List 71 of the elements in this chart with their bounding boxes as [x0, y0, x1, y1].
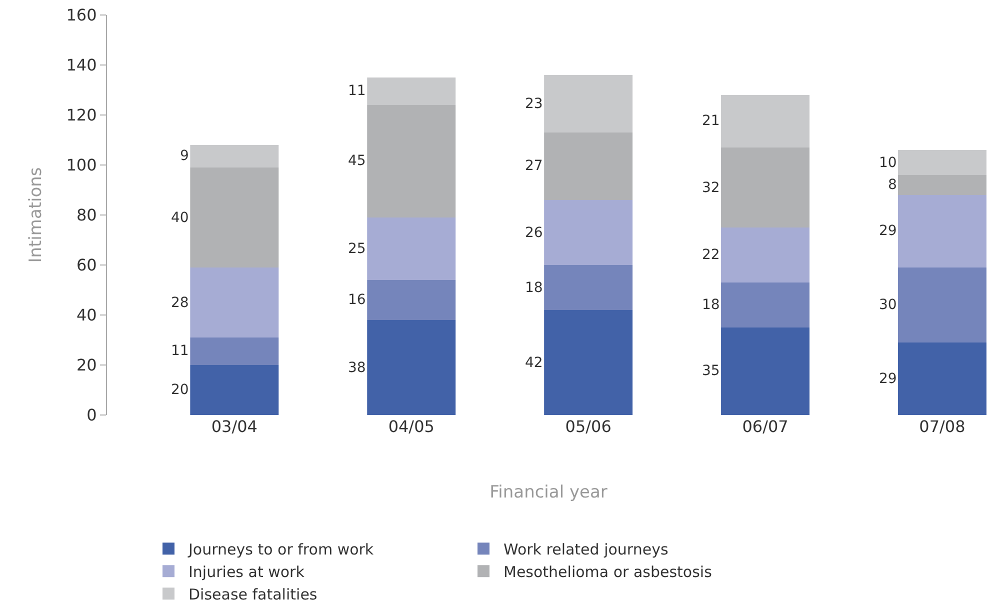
data-label: 29 — [879, 223, 897, 239]
bar — [367, 320, 456, 415]
data-label: 35 — [702, 363, 720, 379]
data-label: 22 — [702, 247, 720, 263]
bar — [190, 168, 279, 268]
x-tick-label: 03/04 — [211, 417, 258, 436]
y-tick-label: 0 — [86, 406, 97, 425]
bar — [721, 95, 810, 148]
data-label: 28 — [171, 295, 189, 311]
data-label: 32 — [702, 180, 720, 196]
bar — [190, 268, 279, 338]
data-label: 20 — [171, 382, 189, 398]
bar — [367, 280, 456, 320]
legend-label: Mesothelioma or asbestosis — [504, 563, 712, 581]
data-label: 16 — [348, 292, 366, 308]
x-tick-label: 04/05 — [388, 417, 434, 436]
data-label: 9 — [180, 148, 189, 164]
bar — [544, 132, 633, 200]
data-label: 26 — [525, 225, 543, 241]
bar — [544, 200, 633, 265]
bar — [544, 75, 633, 132]
x-tick-label: 05/06 — [565, 417, 612, 436]
y-tick-label: 80 — [76, 206, 97, 225]
bar — [721, 328, 810, 415]
bar — [721, 148, 810, 228]
data-label: 29 — [879, 371, 897, 387]
y-tick-label: 60 — [76, 256, 97, 275]
data-label: 18 — [702, 297, 720, 313]
y-tick-label: 40 — [76, 306, 97, 325]
bar — [721, 228, 810, 282]
data-label: 45 — [348, 153, 366, 169]
data-label: 8 — [888, 177, 897, 193]
data-label: 23 — [525, 96, 543, 112]
bar — [190, 145, 279, 168]
y-axis-title: Intimations — [26, 167, 46, 263]
y-tick-label: 140 — [66, 56, 97, 75]
data-label: 40 — [171, 210, 189, 226]
bar — [898, 175, 986, 195]
legend-label: Injuries at work — [188, 563, 305, 581]
bar — [367, 105, 456, 218]
bar — [367, 218, 456, 280]
legend-label: Work related journeys — [504, 540, 668, 558]
y-tick-label: 160 — [66, 6, 97, 25]
data-label: 25 — [348, 241, 366, 257]
data-label: 38 — [348, 360, 366, 376]
legend-label: Disease fatalities — [188, 586, 318, 604]
bar — [190, 338, 279, 365]
bar — [544, 265, 633, 310]
bar — [367, 78, 456, 105]
bar — [190, 365, 279, 415]
data-label: 18 — [525, 280, 543, 296]
data-label: 30 — [879, 297, 897, 313]
data-label: 42 — [525, 355, 543, 371]
x-tick-label: 06/07 — [742, 417, 788, 436]
bar — [898, 195, 986, 268]
bar — [898, 342, 986, 415]
x-axis-title: Financial year — [490, 482, 608, 502]
bar — [721, 282, 810, 328]
data-label: 27 — [525, 158, 543, 174]
bar — [898, 150, 986, 175]
data-label: 21 — [702, 113, 720, 129]
data-label: 11 — [171, 343, 189, 359]
y-tick-label: 20 — [76, 356, 97, 375]
data-label: 10 — [879, 155, 897, 171]
bar — [898, 268, 986, 342]
bar — [544, 310, 633, 415]
legend-label: Journeys to or from work — [188, 540, 374, 558]
x-tick-label: 07/08 — [919, 417, 966, 436]
y-tick-label: 120 — [66, 106, 97, 125]
y-tick-label: 100 — [66, 156, 97, 175]
data-label: 11 — [348, 83, 366, 99]
